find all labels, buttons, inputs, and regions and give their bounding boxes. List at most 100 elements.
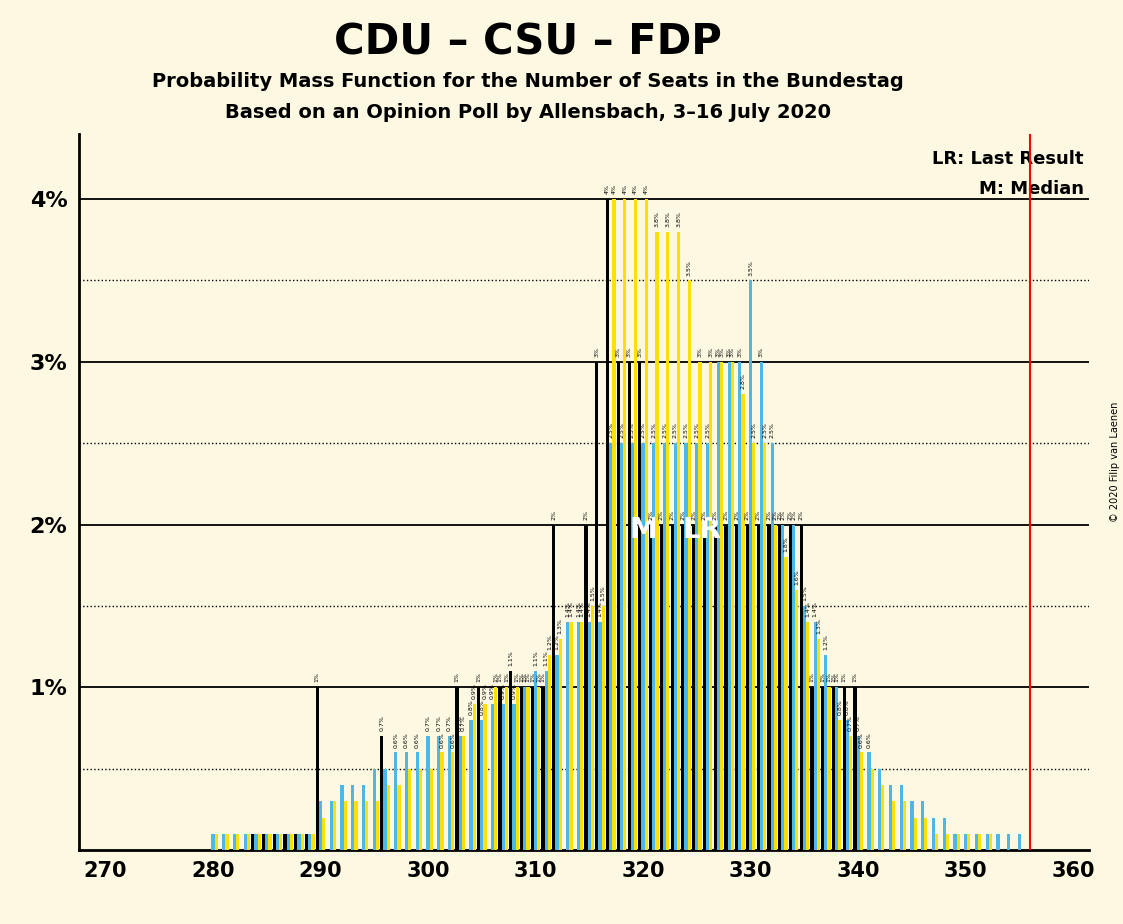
Bar [738,362,741,850]
Bar [290,833,293,850]
Bar [838,720,841,850]
Bar [294,833,298,850]
Bar [666,232,669,850]
Text: 1%: 1% [455,673,459,683]
Bar [381,736,383,850]
Bar [595,362,599,850]
Bar [849,736,852,850]
Text: LR: Last Result: LR: Last Result [932,151,1084,168]
Text: 3%: 3% [638,346,642,357]
Bar [731,362,734,850]
Text: 2%: 2% [584,510,588,519]
Text: CDU – CSU – FDP: CDU – CSU – FDP [334,21,722,63]
Text: 0.9%: 0.9% [472,683,477,699]
Text: 2%: 2% [734,510,739,519]
Bar [685,444,687,850]
Bar [713,525,716,850]
Text: 2%: 2% [745,510,750,519]
Bar [677,232,681,850]
Text: 4%: 4% [622,184,628,194]
Text: 1%: 1% [526,673,530,683]
Bar [451,752,455,850]
Text: 1.1%: 1.1% [533,650,538,666]
Bar [610,444,612,850]
Text: 4%: 4% [633,184,638,194]
Bar [741,395,745,850]
Bar [276,833,280,850]
Text: 3%: 3% [727,346,731,357]
Text: 1%: 1% [519,673,524,683]
Bar [942,818,946,850]
Text: 1.2%: 1.2% [555,634,559,650]
Text: 0.7%: 0.7% [856,715,860,731]
Text: 1%: 1% [514,673,520,683]
Text: 2.5%: 2.5% [651,422,656,438]
Text: 1.5%: 1.5% [802,585,807,602]
Bar [330,801,332,850]
Bar [537,687,540,850]
Bar [222,833,226,850]
Bar [892,801,895,850]
Text: 2.5%: 2.5% [619,422,624,438]
Text: M: Median: M: Median [979,179,1084,198]
Bar [265,833,268,850]
Bar [746,525,749,850]
Text: 2.5%: 2.5% [630,422,634,438]
Text: 2%: 2% [702,510,706,519]
Text: 3%: 3% [615,346,621,357]
Bar [932,818,935,850]
Text: Based on an Opinion Poll by Allensbach, 3–16 July 2020: Based on an Opinion Poll by Allensbach, … [225,103,831,122]
Bar [670,525,674,850]
Bar [763,444,766,850]
Text: M: M [629,517,657,544]
Bar [373,769,376,850]
Text: 0.8%: 0.8% [838,699,842,715]
Text: 1%: 1% [834,673,839,683]
Text: 3.8%: 3.8% [676,211,681,226]
Bar [757,525,760,850]
Bar [903,801,906,850]
Bar [362,785,365,850]
Bar [494,687,497,850]
Bar [365,801,368,850]
Text: 0.9%: 0.9% [490,683,495,699]
Bar [602,606,605,850]
Text: 0.7%: 0.7% [380,715,384,731]
Text: 0.7%: 0.7% [458,715,463,731]
Bar [687,281,691,850]
Bar [553,525,556,850]
Text: © 2020 Filip van Laenen: © 2020 Filip van Laenen [1111,402,1120,522]
Bar [736,525,738,850]
Bar [577,622,581,850]
Bar [623,199,627,850]
Text: 0.6%: 0.6% [404,732,409,748]
Bar [703,525,706,850]
Bar [458,736,462,850]
Bar [437,736,440,850]
Bar [853,687,857,850]
Bar [252,833,255,850]
Bar [659,525,663,850]
Text: 1%: 1% [530,673,535,683]
Bar [332,801,336,850]
Bar [836,687,838,850]
Bar [301,833,304,850]
Bar [499,687,502,850]
Bar [340,785,344,850]
Bar [344,801,347,850]
Text: 0.9%: 0.9% [501,683,505,699]
Text: 2.5%: 2.5% [684,422,688,438]
Bar [911,801,913,850]
Bar [900,785,903,850]
Text: 0.7%: 0.7% [447,715,453,731]
Bar [211,833,214,850]
Bar [860,752,862,850]
Bar [273,833,276,850]
Bar [283,833,286,850]
Bar [811,687,813,850]
Text: 1.1%: 1.1% [509,650,513,666]
Bar [286,833,290,850]
Bar [556,655,559,850]
Text: 0.6%: 0.6% [393,732,399,748]
Text: 3%: 3% [709,346,713,357]
